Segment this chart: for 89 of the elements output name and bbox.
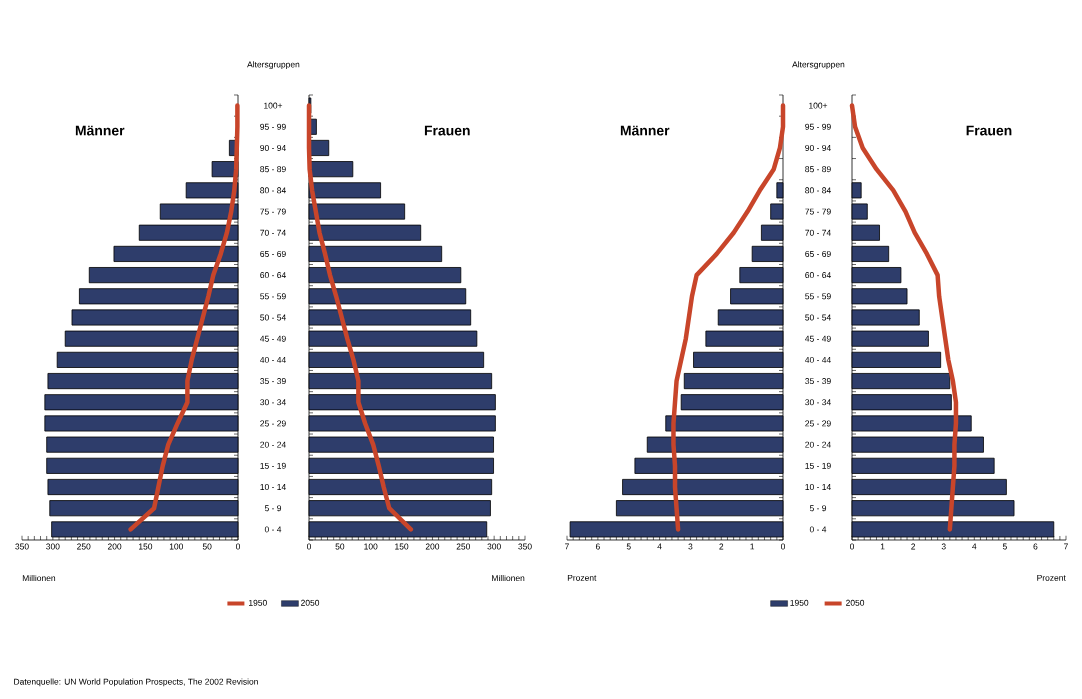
y-tick-label: 80 - 84 (805, 187, 831, 194)
x-tick-label: 2 (719, 543, 724, 550)
x-tick-label: 4 (972, 543, 977, 550)
y-tick-label: 95 - 99 (805, 123, 831, 130)
x-tick-label: 200 (425, 543, 440, 550)
y-tick-label: 30 - 34 (260, 399, 286, 406)
x-tick-label: 7 (1064, 543, 1068, 550)
y-tick-label: 0 - 4 (264, 526, 282, 533)
y-tick-label: 20 - 24 (260, 441, 286, 448)
y-tick-label: 20 - 24 (805, 441, 831, 448)
y-tick-label: 10 - 14 (260, 484, 286, 491)
y-tick-label: 90 - 94 (805, 144, 831, 151)
y-tick-label: 35 - 39 (260, 378, 286, 385)
x-tick-label: 100 (169, 543, 184, 550)
y-axis-title: Altersgruppen (247, 61, 300, 70)
x-tick-label: 2 (911, 543, 916, 550)
y-tick-label: 60 - 64 (805, 272, 831, 279)
x-tick-label: 0 (780, 543, 786, 550)
y-tick-label: 70 - 74 (805, 229, 831, 236)
x-axis-title: Prozent (567, 574, 597, 581)
y-tick-label: 5 - 9 (809, 505, 827, 512)
y-tick-label: 95 - 99 (260, 123, 286, 130)
y-tick-label: 100+ (809, 102, 828, 109)
y-tick-label: 35 - 39 (805, 378, 831, 385)
x-axis-title: Millionen (492, 574, 525, 582)
x-tick-label: 4 (657, 543, 662, 550)
x-tick-label: 6 (1033, 543, 1038, 550)
y-tick-label: 60 - 64 (260, 272, 286, 279)
y-tick-label: 55 - 59 (260, 293, 286, 300)
x-tick-label: 350 (518, 543, 532, 550)
y-tick-label: 75 - 79 (805, 208, 831, 215)
x-tick-label: 3 (941, 543, 946, 550)
y-tick-label: 75 - 79 (260, 208, 286, 215)
y-tick-label: 15 - 19 (805, 462, 831, 469)
legend-label: 2050 (301, 599, 320, 606)
y-tick-label: 85 - 89 (805, 166, 831, 173)
x-tick-label: 300 (46, 543, 60, 550)
x-tick-label: 350 (15, 543, 29, 550)
x-tick-label: 200 (107, 543, 122, 550)
y-tick-label: 80 - 84 (260, 187, 286, 194)
x-axis-title: Millionen (22, 574, 56, 582)
x-tick-label: 250 (77, 543, 91, 550)
x-tick-label: 6 (595, 543, 600, 550)
x-tick-label: 150 (395, 543, 409, 550)
x-tick-label: 0 (849, 543, 855, 550)
y-tick-label: 25 - 29 (805, 420, 831, 427)
y-tick-label: 45 - 49 (805, 335, 831, 342)
y-tick-label: 50 - 54 (805, 314, 831, 321)
y-tick-label: 5 - 9 (264, 505, 282, 512)
x-tick-label: 7 (565, 543, 569, 550)
y-tick-label: 40 - 44 (805, 356, 831, 363)
y-tick-label: 55 - 59 (805, 293, 831, 300)
y-tick-label: 45 - 49 (260, 335, 286, 342)
x-tick-label: 100 (364, 543, 378, 550)
y-tick-label: 0 - 4 (809, 526, 827, 533)
x-tick-label: 50 (335, 543, 345, 550)
y-tick-label: 100+ (264, 102, 283, 109)
x-tick-label: 1 (880, 543, 885, 550)
y-tick-label: 90 - 94 (260, 144, 286, 151)
x-tick-label: 1 (750, 543, 755, 550)
x-tick-label: 300 (487, 543, 501, 550)
y-tick-label: 65 - 69 (805, 250, 831, 257)
y-tick-label: 85 - 89 (260, 166, 286, 173)
x-tick-label: 0 (306, 543, 312, 550)
x-tick-label: 50 (202, 543, 212, 550)
x-tick-label: 5 (626, 543, 631, 550)
y-tick-label: 25 - 29 (260, 420, 286, 427)
text: Männer (75, 125, 125, 136)
legend-label: 1950 (249, 599, 267, 606)
y-tick-label: 50 - 54 (260, 314, 286, 321)
y-tick-label: 15 - 19 (260, 462, 286, 469)
text: Frauen (966, 125, 1012, 136)
legend-label: 1950 (790, 599, 809, 606)
x-tick-label: 150 (139, 543, 153, 550)
y-tick-label: 10 - 14 (805, 484, 831, 491)
x-tick-label: 0 (235, 543, 241, 550)
y-tick-label: 40 - 44 (260, 356, 286, 363)
y-tick-label: 70 - 74 (260, 229, 286, 236)
x-tick-label: 250 (456, 543, 471, 550)
text: Frauen (424, 125, 470, 136)
text: Männer (620, 125, 670, 136)
text: Datenquelle: UN World Population Prospects, The 2002 Revision (14, 678, 258, 687)
x-tick-label: 3 (688, 543, 693, 550)
y-tick-label: 30 - 34 (805, 399, 831, 406)
x-axis-title: Prozent (1037, 574, 1066, 581)
y-tick-label: 65 - 69 (260, 250, 286, 257)
legend-label: 2050 (846, 599, 865, 606)
y-axis-title: Altersgruppen (792, 61, 845, 70)
x-tick-label: 5 (1002, 543, 1007, 550)
